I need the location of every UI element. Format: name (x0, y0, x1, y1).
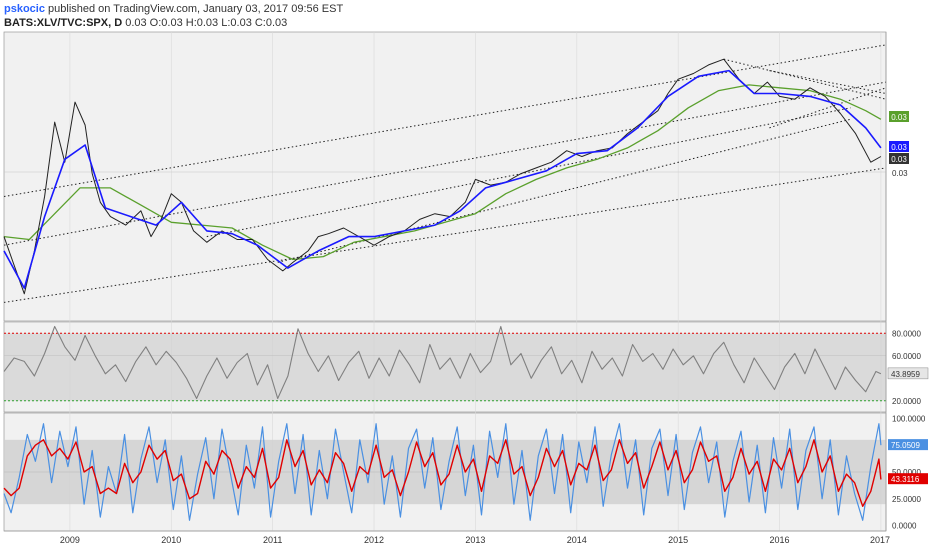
symbol-label: BATS:XLV/TVC:SPX, D (4, 17, 123, 29)
trendline (769, 87, 887, 129)
stoch-k-line (3, 423, 882, 521)
sma-fast-line (3, 69, 882, 289)
chart-header: pskocic published on TradingView.com, Ja… (4, 2, 343, 30)
x-tick-label: 2009 (60, 535, 80, 545)
author-link[interactable]: pskocic (4, 3, 45, 15)
sma-slow-line (3, 84, 882, 261)
pane-1-background (3, 31, 887, 322)
sma-slow-price-badge-text: 0.03 (891, 113, 907, 122)
last-price-badge: 0.03 (889, 153, 909, 164)
rsi-value-badge: 43.8959 (887, 367, 929, 380)
sma-fast-price-badge-text: 0.03 (891, 143, 907, 152)
trendline (3, 44, 887, 198)
sma-slow-price-badge-box (889, 111, 909, 122)
stoch-d-value-box (888, 473, 928, 485)
stoch-d-value-text: 43.3116 (891, 475, 920, 484)
sma-slow-price-badge: 0.03 (889, 111, 909, 122)
stoch-y-tick-label: 25.0000 (892, 495, 921, 504)
publish-line: pskocic published on TradingView.com, Ja… (4, 2, 343, 16)
rsi-value-text: 43.8959 (891, 370, 920, 379)
x-tick-label: 2010 (161, 535, 181, 545)
x-tick-label: 2011 (263, 535, 282, 545)
rsi-band (4, 333, 886, 401)
stoch-y-tick-label: 100.0000 (892, 414, 926, 423)
trendline (3, 81, 887, 246)
rsi-value-box (887, 367, 929, 380)
stoch-k-value-text: 75.0509 (891, 441, 920, 450)
trendline (3, 167, 887, 303)
trendline (206, 107, 851, 238)
last-price-badge-box (889, 153, 909, 164)
price-axis-label: 0.03 (892, 169, 908, 178)
rsi-y-tick-label: 80.0000 (892, 329, 921, 338)
rsi-line (3, 325, 882, 400)
x-tick-label: 2014 (567, 535, 587, 545)
symbol-line: BATS:XLV/TVC:SPX, D 0.03 O:0.03 H:0.03 L… (4, 16, 343, 30)
stoch-k-value-badge: 75.0509 (888, 439, 928, 451)
rsi-y-tick-label: 20.0000 (892, 397, 921, 406)
sma-fast-price-badge: 0.03 (889, 141, 909, 152)
x-tick-label: 2017 (870, 535, 890, 545)
rsi-y-tick-label: 60.0000 (892, 352, 921, 361)
stoch-d-line (3, 439, 882, 507)
x-tick-label: 2012 (364, 535, 384, 545)
x-tick-label: 2016 (770, 535, 790, 545)
stoch-k-value-box (888, 439, 928, 451)
publish-info: published on TradingView.com, January 03… (48, 3, 344, 15)
sma-fast-price-badge-box (889, 141, 909, 152)
stoch-y-tick-label: 50.0000 (892, 468, 921, 477)
x-tick-label: 2013 (465, 535, 485, 545)
ohlc-readout: 0.03 O:0.03 H:0.03 L:0.03 C:0.03 (125, 17, 288, 29)
stoch-y-tick-label: 0.0000 (892, 522, 917, 531)
stoch-d-value-badge: 43.3116 (888, 473, 928, 485)
last-price-badge-text: 0.03 (891, 155, 907, 164)
x-tick-label: 2015 (668, 535, 688, 545)
